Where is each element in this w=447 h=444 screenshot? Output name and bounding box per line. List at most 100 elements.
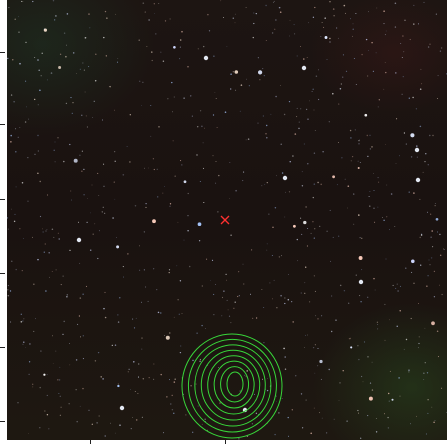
star	[66, 13, 69, 15]
star	[46, 228, 48, 230]
star	[423, 379, 425, 380]
star	[351, 155, 354, 158]
star	[274, 28, 276, 30]
star	[294, 33, 296, 35]
star	[384, 339, 386, 341]
star	[66, 296, 68, 298]
star	[416, 415, 417, 417]
star	[127, 253, 129, 255]
star	[22, 343, 24, 345]
star	[82, 293, 84, 295]
star	[102, 206, 104, 208]
star	[369, 148, 372, 150]
star	[104, 10, 107, 13]
star	[28, 433, 29, 435]
star	[443, 248, 444, 250]
star	[273, 0, 275, 2]
star	[143, 167, 146, 169]
star	[55, 269, 57, 271]
star	[187, 192, 189, 195]
star	[305, 266, 307, 268]
star	[223, 290, 225, 292]
star	[399, 155, 400, 157]
star	[367, 75, 369, 77]
star	[375, 431, 378, 433]
bottom-axis-tick	[90, 440, 91, 444]
star	[158, 2, 160, 5]
star	[11, 260, 13, 262]
star	[101, 119, 103, 121]
star	[119, 297, 121, 299]
star	[413, 4, 415, 6]
star	[287, 435, 290, 437]
star	[218, 367, 219, 368]
star	[276, 307, 278, 309]
star	[276, 175, 277, 177]
star	[103, 185, 105, 187]
star	[274, 206, 277, 209]
star	[313, 183, 316, 185]
star	[272, 226, 274, 228]
star	[344, 178, 346, 180]
star	[229, 198, 231, 199]
star	[385, 30, 387, 32]
star	[217, 211, 219, 213]
star	[95, 53, 97, 56]
star	[135, 317, 137, 319]
star	[369, 205, 371, 207]
star	[408, 191, 410, 193]
star	[368, 50, 370, 51]
star	[429, 264, 431, 266]
star	[403, 132, 406, 134]
star	[201, 423, 203, 425]
star	[82, 387, 84, 390]
star	[410, 156, 413, 158]
star	[179, 58, 181, 60]
star	[301, 171, 303, 173]
star	[326, 230, 328, 232]
star	[15, 128, 17, 130]
left-axis-strip	[0, 0, 7, 444]
star	[433, 270, 436, 273]
star	[214, 92, 216, 93]
star	[129, 114, 131, 116]
star	[384, 413, 385, 415]
star	[265, 4, 267, 7]
star	[309, 301, 311, 303]
star	[272, 298, 273, 300]
star	[230, 234, 232, 236]
star	[413, 23, 415, 25]
star	[307, 227, 309, 230]
star	[204, 418, 206, 420]
star	[376, 7, 378, 9]
star	[257, 70, 263, 75]
star	[145, 206, 147, 208]
star	[289, 161, 291, 163]
star	[202, 167, 205, 169]
star	[87, 198, 88, 199]
star	[245, 139, 247, 141]
star	[431, 230, 433, 232]
star	[134, 205, 137, 207]
star	[319, 359, 323, 364]
star	[166, 396, 168, 398]
star	[165, 335, 170, 340]
star	[235, 189, 237, 192]
star	[117, 384, 120, 388]
star	[89, 249, 92, 252]
star	[378, 181, 380, 183]
star	[146, 46, 148, 47]
star	[361, 237, 363, 239]
star	[63, 32, 66, 34]
star	[420, 234, 423, 236]
star	[23, 237, 25, 239]
star	[50, 72, 53, 74]
star	[430, 257, 433, 259]
star	[444, 249, 446, 250]
star	[22, 320, 24, 322]
star	[82, 62, 84, 64]
star	[117, 383, 119, 385]
star	[132, 417, 134, 418]
star	[307, 334, 308, 336]
star	[173, 412, 175, 414]
